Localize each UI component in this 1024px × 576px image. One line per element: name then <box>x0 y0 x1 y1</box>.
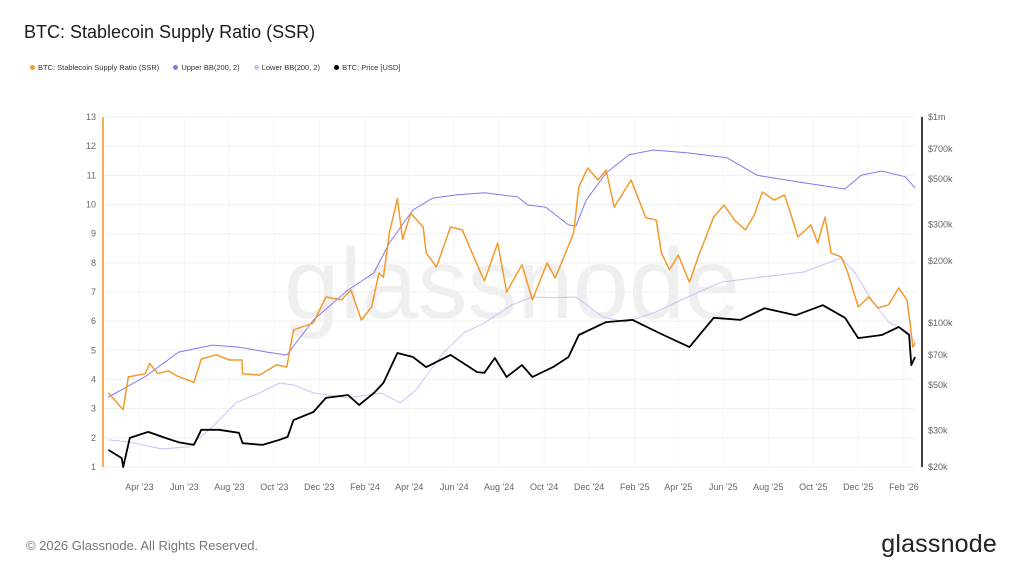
x-tick-label: Apr '24 <box>395 482 423 492</box>
legend-label: BTC: Price [USD] <box>342 63 401 72</box>
y-left-tick-label: 5 <box>91 345 96 355</box>
x-tick-label: Oct '25 <box>799 482 827 492</box>
legend-label: BTC: Stablecoin Supply Ratio (SSR) <box>38 63 160 72</box>
y-left-tick-label: 11 <box>87 170 96 180</box>
glassnode-logo[interactable]: glassnode <box>881 530 997 558</box>
y-left-tick-label: 13 <box>86 112 96 122</box>
legend-dot-ssr <box>30 65 35 70</box>
y-left-tick-label: 7 <box>91 287 96 297</box>
x-tick-label: Jun '25 <box>709 482 738 492</box>
ssr-line <box>107 167 916 411</box>
y-right-tick-label: $1m <box>928 112 946 122</box>
x-tick-label: Dec '25 <box>843 482 873 492</box>
legend-dot-lower-bb <box>253 65 259 70</box>
y-left-tick-label: 6 <box>91 316 96 326</box>
series-lines <box>107 149 916 468</box>
y-left-tick-label: 8 <box>91 258 96 268</box>
y-left-tick-label: 9 <box>91 229 96 239</box>
x-tick-label: Aug '24 <box>484 482 514 492</box>
y-right-tick-label: $50k <box>928 380 948 390</box>
y-left-tick-label: 3 <box>91 404 96 414</box>
y-left-tick-label: 2 <box>91 433 96 443</box>
x-tick-label: Jun '24 <box>440 482 469 492</box>
legend-label: Lower BB(200, 2) <box>261 63 321 72</box>
legend-item-upper-bb[interactable]: Upper BB(200, 2) <box>173 63 240 72</box>
y-right-tick-label: $700k <box>928 144 953 154</box>
chart-title: BTC: Stablecoin Supply Ratio (SSR) <box>24 22 316 42</box>
upper-bb-line <box>108 149 916 398</box>
y-left-tick-label: 12 <box>86 141 96 151</box>
y-right-tick-label: $200k <box>928 256 953 266</box>
y-right-tick-label: $500k <box>928 174 953 184</box>
y-right-tick-label: $20k <box>928 462 948 472</box>
y-right-tick-label: $300k <box>928 220 953 230</box>
y-right-tick-label: $100k <box>928 318 953 328</box>
x-tick-label: Aug '23 <box>214 482 244 492</box>
y-right-tick-label: $70k <box>928 350 948 360</box>
legend-item-lower-bb[interactable]: Lower BB(200, 2) <box>253 63 321 72</box>
x-tick-label: Aug '25 <box>753 482 783 492</box>
y-right-tick-label: $30k <box>928 426 948 436</box>
legend-item-ssr[interactable]: BTC: Stablecoin Supply Ratio (SSR) <box>30 63 159 72</box>
lower-bb-line <box>108 257 916 450</box>
y-left-tick-label: 10 <box>86 200 96 210</box>
x-tick-label: Apr '23 <box>125 482 153 492</box>
x-tick-label: Oct '23 <box>260 482 288 492</box>
x-tick-label: Oct '24 <box>530 482 558 492</box>
x-tick-label: Dec '24 <box>574 482 604 492</box>
x-tick-label: Jun '23 <box>170 482 199 492</box>
legend-dot-upper-bb <box>173 65 179 70</box>
legend-label: Upper BB(200, 2) <box>181 63 240 72</box>
y-left-tick-label: 1 <box>91 462 96 472</box>
legend-dot-price <box>334 65 340 70</box>
x-tick-label: Dec '23 <box>304 482 334 492</box>
copyright-text: © 2026 Glassnode. All Rights Reserved. <box>26 538 259 553</box>
y-left-tick-label: 4 <box>91 375 96 385</box>
legend-item-price[interactable]: BTC: Price [USD] <box>334 63 400 72</box>
x-tick-label: Feb '25 <box>620 482 650 492</box>
legend: BTC: Stablecoin Supply Ratio (SSR) Upper… <box>30 63 400 72</box>
x-tick-label: Feb '24 <box>350 482 380 492</box>
x-tick-label: Apr '25 <box>664 482 692 492</box>
x-tick-label: Feb '26 <box>889 482 919 492</box>
grid <box>104 116 915 468</box>
price-line <box>107 304 916 468</box>
